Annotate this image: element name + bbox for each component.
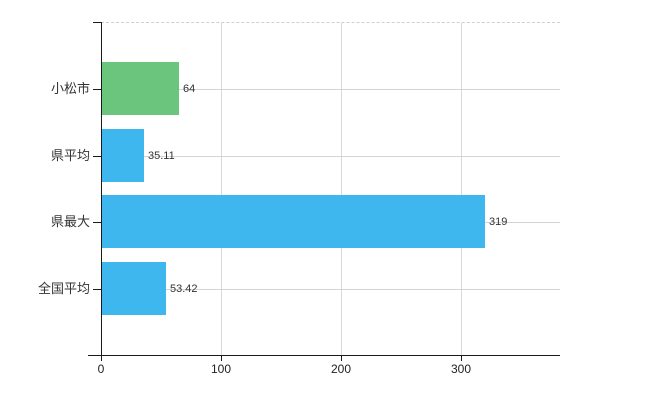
h-gridline-3 [102, 288, 560, 290]
h-gridline-0 [102, 89, 560, 90]
x-tick-100 [221, 356, 222, 361]
x-tick-0 [101, 356, 102, 361]
bar-value-label-2: 319 [489, 216, 508, 228]
plot-area-top-border [101, 22, 560, 23]
bar-value-label-3: 53.42 [170, 282, 198, 295]
y-axis-top-tick [93, 22, 101, 23]
bar-0 [102, 62, 179, 115]
y-axis-line [101, 22, 102, 356]
bar-value-label-0: 64 [183, 83, 196, 95]
x-tick-label-200: 200 [330, 362, 352, 376]
h-gridline-1 [102, 155, 560, 157]
category-label-1: 県平均 [50, 147, 90, 163]
bar-3 [102, 261, 166, 315]
x-tick-200 [341, 356, 342, 361]
v-gridline-300 [461, 23, 462, 355]
x-tick-label-0: 0 [97, 362, 105, 376]
bar-1 [102, 128, 144, 182]
bar-2 [102, 195, 485, 248]
category-tick-3 [93, 288, 101, 290]
category-tick-0 [93, 89, 101, 90]
category-tick-1 [93, 155, 101, 157]
v-gridline-100 [221, 23, 222, 355]
bar-value-label-1: 35.11 [148, 149, 175, 162]
v-gridline-200 [341, 23, 342, 355]
category-label-3: 全国平均 [37, 280, 90, 296]
x-tick-label-300: 300 [450, 362, 472, 376]
x-axis-line [88, 355, 560, 356]
category-tick-2 [93, 222, 101, 223]
x-tick-label-100: 100 [210, 362, 232, 376]
x-tick-300 [461, 356, 462, 361]
category-label-2: 県最大 [50, 214, 90, 229]
category-label-0: 小松市 [50, 81, 90, 96]
